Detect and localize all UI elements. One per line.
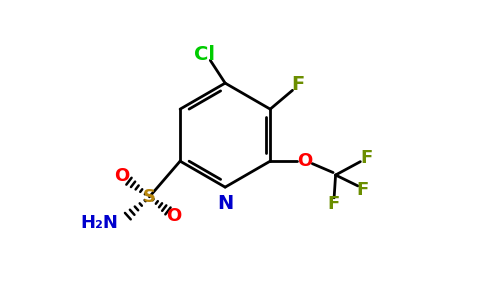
Text: F: F: [327, 195, 339, 213]
Text: S: S: [143, 188, 156, 206]
Text: N: N: [217, 194, 233, 213]
Text: F: F: [291, 75, 304, 94]
Text: H₂N: H₂N: [80, 214, 118, 232]
Text: O: O: [297, 152, 313, 170]
Text: F: F: [360, 149, 372, 167]
Text: O: O: [166, 207, 182, 225]
Text: F: F: [357, 181, 369, 199]
Text: Cl: Cl: [194, 45, 215, 64]
Text: O: O: [115, 167, 130, 185]
